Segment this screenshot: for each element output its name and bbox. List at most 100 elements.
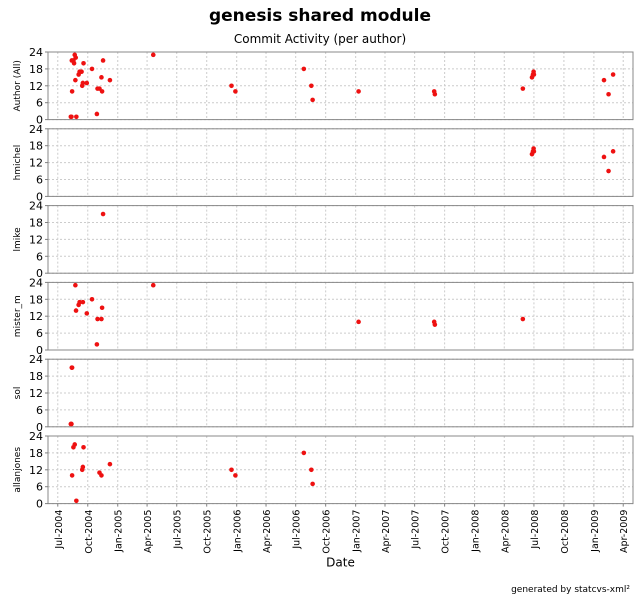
data-point [610, 149, 616, 154]
panel-lmike: 0 6 12 18 24 lmike [13, 200, 634, 280]
data-point [150, 52, 156, 58]
x-tick-label: Oct-2007 [441, 510, 452, 554]
y-tick-label: 18 [29, 370, 43, 383]
data-point [356, 319, 361, 325]
y-tick-label: 12 [29, 464, 43, 477]
data-point [229, 83, 234, 89]
y-tick-label: 24 [29, 46, 43, 59]
y-tick-label: 6 [36, 481, 43, 494]
series-label-allanjones: allanjones [13, 447, 23, 493]
y-tick-label: 24 [29, 276, 43, 289]
y-tick-label: 6 [36, 174, 43, 187]
data-point [601, 77, 607, 83]
y-tick-label: 0 [36, 114, 43, 127]
data-point [531, 72, 537, 77]
x-tick-label: Apr-2005 [143, 510, 154, 553]
y-tick-label: 0 [36, 498, 43, 511]
data-point [89, 66, 95, 72]
data-point [94, 111, 100, 117]
y-tick-label: 18 [29, 140, 43, 153]
y-tick-label: 6 [36, 404, 43, 417]
data-point [80, 80, 86, 86]
data-point [432, 322, 438, 327]
x-tick-label: Jan-2006 [233, 510, 244, 553]
data-point [301, 450, 307, 456]
y-tick-label: 0 [36, 344, 43, 357]
data-point [73, 282, 78, 288]
data-point [107, 77, 113, 83]
data-point [72, 442, 78, 447]
data-point [606, 91, 611, 97]
data-point [606, 168, 611, 174]
y-tick-label: 18 [29, 217, 43, 230]
x-tick-label: Apr-2008 [500, 510, 511, 553]
data-point [71, 60, 77, 66]
data-point [601, 154, 607, 160]
data-point [81, 60, 86, 66]
y-tick-label: 12 [29, 387, 43, 400]
data-point [229, 467, 234, 473]
data-point [81, 444, 86, 450]
panel-mister-m: 0 6 12 18 24 mister_m [13, 276, 634, 357]
data-point [309, 467, 314, 473]
data-point [74, 498, 79, 504]
data-point [310, 97, 315, 103]
y-tick-label: 12 [29, 80, 43, 93]
panel-author-all: 0 6 12 18 24 Author (All) [13, 46, 634, 127]
x-tick-label: Jan-2009 [590, 510, 601, 553]
y-tick-label: 12 [29, 310, 43, 323]
data-point [107, 461, 113, 467]
data-point [99, 473, 104, 478]
data-point [310, 481, 315, 487]
data-point [150, 282, 156, 288]
y-tick-label: 24 [29, 123, 43, 136]
x-axis-label: Date [326, 556, 355, 570]
series-label-author-all: Author (All) [13, 60, 23, 111]
y-tick-label: 0 [36, 267, 43, 280]
y-tick-label: 6 [36, 327, 43, 340]
y-tick-label: 18 [29, 63, 43, 76]
data-point [99, 305, 105, 311]
x-tick-label: Apr-2006 [262, 510, 273, 553]
data-point [99, 316, 104, 322]
y-tick-label: 18 [29, 447, 43, 460]
series-label-sol: sol [13, 387, 23, 400]
data-point [69, 114, 74, 120]
data-point [99, 89, 105, 94]
y-tick-label: 12 [29, 157, 43, 170]
data-point [69, 473, 75, 478]
x-axis: Jul-2004 Oct-2004 Jan-2005 Apr-2005 Jul-2005… [54, 503, 630, 570]
y-tick-label: 24 [29, 200, 43, 213]
data-point [432, 91, 438, 97]
data-point [520, 86, 526, 91]
data-point [100, 211, 106, 217]
panel-allanjones: 0 6 12 18 24 allanjones [13, 430, 634, 511]
y-tick-label: 6 [36, 97, 43, 110]
y-tick-label: 18 [29, 293, 43, 306]
data-point [69, 365, 75, 370]
y-tick-label: 0 [36, 190, 43, 203]
data-point [99, 75, 104, 80]
x-tick-label: Jul-2008 [530, 510, 541, 550]
data-point [84, 80, 90, 86]
data-point [73, 55, 79, 60]
x-tick-label: Oct-2006 [322, 510, 333, 554]
data-point [69, 89, 75, 94]
data-point [69, 421, 74, 427]
x-tick-label: Apr-2009 [619, 510, 630, 553]
data-point [79, 69, 84, 75]
x-tick-label: Apr-2007 [381, 510, 392, 553]
series-label-mister-m: mister_m [13, 295, 23, 337]
data-point [80, 299, 86, 305]
y-tick-label: 24 [29, 430, 43, 443]
data-point [89, 297, 95, 302]
x-tick-label: Jan-2005 [114, 510, 125, 553]
data-point [233, 89, 238, 94]
x-tick-label: Oct-2005 [203, 510, 214, 554]
data-point [84, 311, 90, 316]
series-label-hmichel: hmichel [13, 145, 23, 181]
series-label-lmike: lmike [13, 227, 23, 252]
data-point [95, 316, 100, 322]
data-point [531, 149, 537, 154]
